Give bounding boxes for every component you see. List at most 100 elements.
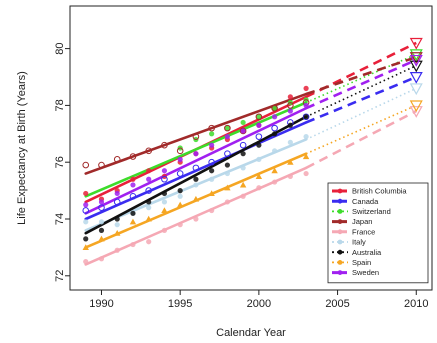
italy-point-1993 — [146, 205, 152, 211]
sweden-point-1998 — [224, 134, 230, 140]
france-point-2003 — [303, 170, 309, 177]
legend-marker-australia — [337, 249, 343, 255]
japan-point-1990 — [98, 161, 105, 169]
japan-point-2001 — [271, 104, 278, 112]
canada-point-2003 — [302, 113, 310, 121]
france-point-1993 — [146, 239, 152, 245]
italy-point-1997 — [209, 176, 215, 182]
italy-point-2002 — [287, 139, 293, 145]
spain-point-2001 — [271, 167, 278, 174]
canada-point-1999 — [239, 141, 247, 149]
australia-point-1996 — [193, 176, 199, 182]
australia-point-1997 — [209, 168, 215, 174]
france-point-1995 — [177, 222, 183, 228]
spain-point-1995 — [176, 201, 184, 208]
canada-point-1992 — [129, 192, 137, 200]
canada-end-marker — [409, 71, 423, 84]
spain-point-2000 — [255, 173, 263, 179]
australia-point-1992 — [130, 210, 136, 216]
japan-point-1995 — [176, 147, 184, 155]
japan-projection-line — [305, 55, 417, 96]
y-tick-label-80: 80 — [54, 42, 66, 54]
sweden-point-2001 — [272, 114, 278, 120]
x-tick-label-2005: 2005 — [325, 298, 349, 310]
japan-point-2000 — [255, 113, 263, 121]
australia-point-1994 — [161, 190, 168, 197]
switzerland-point-2001 — [272, 105, 278, 111]
sweden-fit-line — [84, 106, 308, 215]
spain-point-1994 — [161, 207, 168, 214]
legend-marker-british-columbia — [337, 188, 343, 194]
switzerland-point-1997 — [209, 131, 215, 137]
australia-point-1991 — [114, 216, 120, 222]
sweden-point-1994 — [161, 168, 168, 174]
france-point-1992 — [130, 241, 136, 248]
sweden-point-1997 — [209, 142, 215, 148]
italy-point-1996 — [193, 182, 199, 188]
british-columbia-point-1993 — [146, 168, 152, 174]
y-tick-label-78: 78 — [54, 99, 66, 111]
sweden-point-1990 — [98, 199, 105, 205]
projection-lines-layer — [305, 41, 417, 170]
legend-marker-canada — [337, 198, 343, 204]
italy-point-1994 — [161, 199, 168, 205]
legend-marker-japan — [337, 219, 343, 225]
switzerland-end-marker — [409, 49, 423, 62]
spain-point-1990 — [98, 235, 105, 242]
british-columbia-point-1989 — [83, 190, 89, 197]
canada-point-1997 — [208, 158, 215, 166]
italy-point-2001 — [272, 148, 278, 154]
france-fit-line — [84, 166, 308, 266]
japan-point-1996 — [192, 133, 200, 140]
australia-end-marker — [409, 60, 423, 73]
sweden-point-1993 — [146, 176, 152, 182]
british-columbia-point-2002 — [287, 94, 293, 100]
france-point-1997 — [209, 207, 215, 214]
australia-point-1989 — [83, 236, 89, 242]
sweden-projection-line — [305, 58, 417, 110]
x-axis-label: Calendar Year — [216, 327, 286, 339]
legend-marker-spain — [337, 260, 343, 265]
italy-point-1991 — [114, 222, 120, 228]
spain-end-marker — [409, 100, 423, 113]
legend-label-japan: Japan — [352, 217, 372, 226]
switzerland-point-1999 — [240, 119, 246, 126]
france-point-1999 — [240, 193, 246, 199]
australia-point-2002 — [287, 122, 293, 128]
canada-point-1995 — [176, 170, 184, 177]
spain-point-1993 — [145, 215, 152, 222]
japan-point-1992 — [129, 153, 137, 160]
italy-point-1998 — [224, 170, 230, 177]
japan-point-1991 — [113, 156, 121, 163]
spain-point-1996 — [192, 195, 200, 202]
x-tick-label-1990: 1990 — [89, 298, 113, 310]
legend-label-canada: Canada — [352, 197, 379, 206]
y-tick-label-74: 74 — [54, 213, 66, 225]
sweden-point-1992 — [130, 182, 136, 188]
australia-point-2000 — [256, 142, 262, 148]
legend-label-france: France — [352, 227, 375, 236]
legend-label-british-columbia: British Columbia — [352, 187, 407, 196]
y-axis-label: Life Expectancy at Birth (Years) — [16, 71, 28, 225]
canada-point-1991 — [113, 198, 121, 206]
british-columbia-point-2003 — [303, 85, 309, 91]
france-point-1989 — [83, 259, 89, 265]
switzerland-point-2000 — [256, 114, 262, 120]
british-columbia-point-1992 — [130, 176, 136, 182]
france-projection-line — [305, 109, 417, 170]
legend-marker-switzerland — [337, 209, 343, 214]
canada-projection-line — [305, 75, 417, 124]
spain-point-1998 — [224, 184, 231, 191]
canada-point-2001 — [271, 124, 278, 132]
sweden-point-1999 — [240, 128, 246, 134]
x-tick-label-2000: 2000 — [247, 298, 271, 310]
france-point-1991 — [114, 247, 120, 253]
axes-layer: 1990 1995 2000 2005 2010 72 74 76 78 80 — [54, 42, 429, 310]
france-point-2002 — [287, 173, 293, 179]
sweden-point-1995 — [177, 156, 183, 162]
spain-point-1992 — [129, 218, 137, 225]
canada-point-1994 — [161, 175, 168, 183]
italy-point-1995 — [177, 193, 183, 199]
italy-end-marker — [409, 83, 423, 96]
italy-point-2000 — [256, 156, 262, 162]
